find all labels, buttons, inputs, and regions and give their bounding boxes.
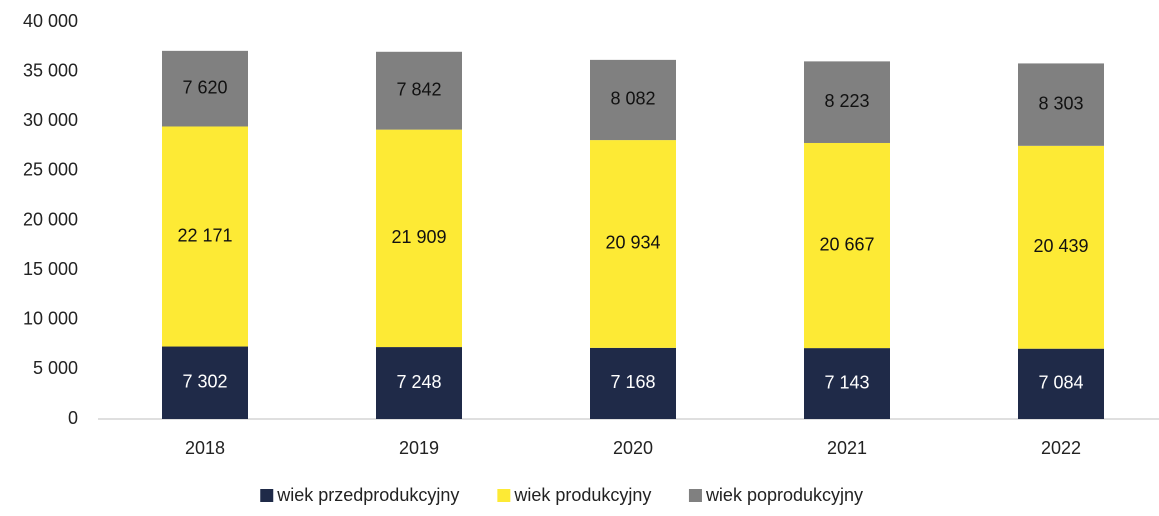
bar-segment	[804, 348, 890, 419]
data-label: 7 842	[396, 79, 441, 99]
data-label: 7 143	[824, 372, 869, 392]
bar-segment	[376, 51, 462, 130]
bar-segment	[1018, 348, 1104, 419]
x-tick-label: 2018	[185, 438, 225, 458]
legend-label: wiek produkcyjny	[513, 485, 651, 505]
y-tick-label: 5 000	[33, 358, 78, 378]
data-label: 7 248	[396, 372, 441, 392]
bar-segment	[1018, 145, 1104, 349]
bar-segment	[162, 126, 248, 347]
bar-segment	[590, 347, 676, 419]
y-tick-label: 0	[68, 408, 78, 428]
x-tick-label: 2020	[613, 438, 653, 458]
x-tick-label: 2019	[399, 438, 439, 458]
y-tick-label: 15 000	[23, 259, 78, 279]
data-label: 8 303	[1038, 93, 1083, 113]
bar-segment	[804, 61, 890, 143]
bar-segment	[376, 129, 462, 348]
bar-segment	[1018, 63, 1104, 146]
y-tick-label: 10 000	[23, 309, 78, 329]
bar-segment	[162, 346, 248, 419]
x-tick-label: 2021	[827, 438, 867, 458]
y-tick-label: 25 000	[23, 160, 78, 180]
bar-segment	[590, 140, 676, 348]
data-label: 8 223	[824, 91, 869, 111]
y-tick-label: 30 000	[23, 110, 78, 130]
data-label: 7 168	[610, 372, 655, 392]
legend-swatch	[497, 489, 511, 502]
data-label: 8 082	[610, 89, 655, 109]
bar-segment	[804, 142, 890, 349]
y-tick-label: 35 000	[23, 60, 78, 80]
legend-swatch	[260, 489, 274, 502]
data-label: 22 171	[177, 225, 232, 245]
y-tick-label: 40 000	[23, 11, 78, 31]
bar-segment	[590, 59, 676, 141]
legend-label: wiek poprodukcyjny	[705, 485, 863, 505]
bar-segment	[376, 347, 462, 419]
data-label: 20 667	[819, 234, 874, 254]
data-label: 20 934	[605, 233, 660, 253]
data-label: 7 620	[182, 77, 227, 97]
bar-segment	[162, 50, 248, 127]
x-tick-label: 2022	[1041, 438, 1081, 458]
data-label: 20 439	[1033, 236, 1088, 256]
data-label: 7 084	[1038, 373, 1083, 393]
legend-label: wiek przedprodukcyjny	[276, 485, 459, 505]
data-label: 7 302	[182, 372, 227, 392]
legend-swatch	[688, 489, 702, 502]
y-tick-label: 20 000	[23, 209, 78, 229]
data-label: 21 909	[391, 227, 446, 247]
